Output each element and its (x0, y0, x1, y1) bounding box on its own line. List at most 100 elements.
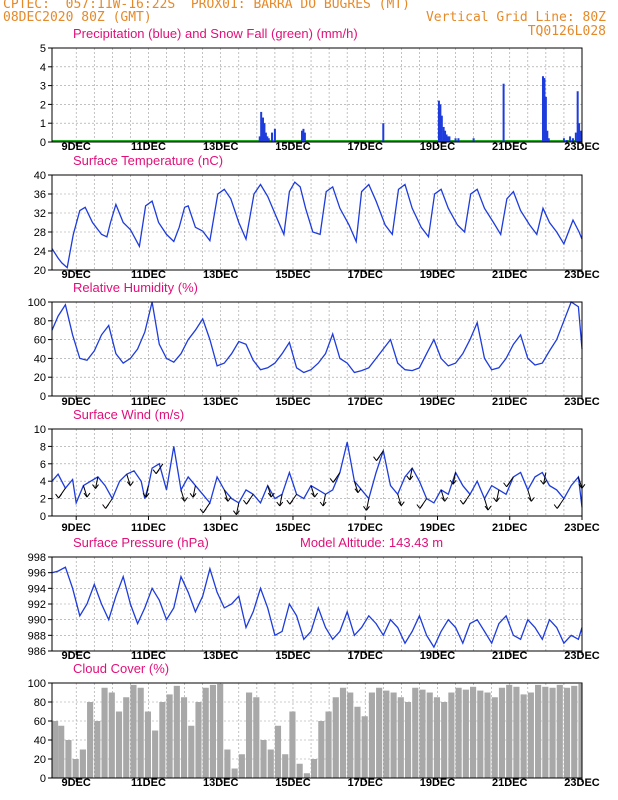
cloud-bar (274, 725, 282, 778)
panel-title: Surface Pressure (hPa) (73, 535, 209, 550)
cloud-bar (195, 702, 202, 778)
wind-arrow-head (224, 497, 229, 502)
wind-arrow-head (286, 499, 291, 505)
x-tick-label: 21DEC (492, 269, 528, 281)
precip-bar (264, 132, 267, 142)
x-tick-label: 19DEC (420, 141, 456, 153)
wind-arrow (440, 489, 446, 502)
precip-bar (579, 130, 582, 142)
cloud-bar (571, 685, 578, 778)
cloud-bar (173, 685, 180, 778)
cloud-bar (65, 740, 72, 778)
panel-title: Surface Temperature (nC) (73, 153, 223, 168)
cloud-bar (260, 740, 267, 778)
wind-arrow-head (129, 481, 134, 487)
cloud-bar (231, 768, 238, 778)
plot-frame (51, 428, 583, 517)
wind-arrow (267, 485, 272, 498)
x-tick-label: 15DEC (275, 396, 311, 408)
y-tick-label: 20 (34, 372, 46, 384)
y-tick-label: 6 (40, 459, 46, 471)
wind-arrow-head (55, 493, 59, 499)
x-tick-label: 21DEC (492, 777, 528, 789)
y-tick-label: 998 (28, 552, 46, 564)
panel-3: 0 20 40 60 80 100 9DEC 11DEC 13DEC 15DEC 17DEC 19DE… (28, 280, 600, 408)
cloud-bar (383, 690, 390, 778)
wind-arrow-head (357, 488, 362, 493)
x-tick-label: 23DEC (564, 522, 600, 534)
cloud-bar (506, 684, 513, 778)
wind-arrow (95, 476, 99, 489)
y-tick-label: 4 (40, 62, 46, 74)
x-tick-label: 19DEC (420, 522, 456, 534)
y-tick-label: 100 (28, 678, 46, 690)
y-tick-label: 40 (34, 735, 46, 747)
cloud-bar (491, 697, 498, 778)
cloud-bar (556, 684, 563, 778)
wind-arrow-head (373, 456, 377, 461)
y-tick-label: 32 (34, 208, 46, 220)
x-tick-label: 23DEC (564, 269, 600, 281)
precip-bar (261, 117, 264, 142)
cloud-bar (253, 697, 260, 778)
cloud-bar (79, 749, 86, 778)
cloud-bar (209, 684, 217, 778)
x-tick-label: 15DEC (275, 650, 311, 662)
wind-arrow-head (270, 492, 275, 498)
precip-bar (541, 76, 544, 142)
x-tick-label: 9DEC (62, 396, 91, 408)
wind-arrow-head (227, 497, 232, 502)
cloud-bar (419, 689, 426, 778)
wind-arrow-head (366, 506, 370, 511)
precip-bar (437, 100, 440, 142)
cloud-bar (325, 711, 332, 778)
precip-bar (440, 115, 443, 142)
wind-arrow-head (142, 493, 147, 498)
x-tick-label: 23DEC (564, 777, 600, 789)
cloud-bar (390, 692, 397, 778)
wind-arrow-head (449, 479, 454, 485)
cloud-bar (513, 686, 520, 778)
x-tick-label: 11DEC (131, 141, 166, 153)
x-tick-label: 11DEC (131, 777, 166, 789)
header-location: CPTEC: 057:11W-16:22S PROX01: BARRA DO B… (3, 0, 410, 12)
cloud-bar (549, 687, 556, 778)
precip-bar (301, 130, 304, 142)
cloud-bar (339, 687, 347, 778)
wind-arrow (452, 472, 457, 485)
wind-arrow-head (419, 504, 424, 509)
precip-bar (562, 138, 565, 142)
x-tick-label: 17DEC (347, 396, 383, 408)
cloud-bar (354, 706, 361, 778)
y-tick-label: 40 (34, 353, 46, 365)
wind-arrow (527, 489, 532, 502)
wind-arrow (496, 489, 500, 502)
wind-arrow-head (416, 504, 421, 509)
cloud-bar (535, 684, 542, 778)
wind-arrow-head (329, 478, 334, 483)
x-tick-label: 13DEC (203, 396, 239, 408)
wind-arrow-head (181, 497, 185, 502)
wind-arrow (235, 502, 240, 515)
precip-bar (266, 136, 269, 142)
y-tick-label: 0 (40, 137, 46, 149)
wind-arrow-head (145, 493, 150, 498)
precip-bar (303, 132, 306, 142)
wind-arrow (180, 489, 186, 502)
x-tick-label: 9DEC (62, 522, 91, 534)
x-tick-label: 11DEC (131, 522, 166, 534)
precip-bar (472, 138, 475, 142)
y-tick-label: 2 (40, 99, 46, 111)
cloud-bar (563, 687, 571, 778)
cloud-bar (108, 692, 115, 778)
wind-arrow (223, 489, 229, 502)
precip-bar (544, 96, 547, 142)
precip-bar (258, 136, 261, 142)
precip-bar (565, 140, 568, 142)
cloud-bar (527, 692, 534, 778)
cloud-bar (202, 687, 209, 778)
wind-arrow-head (192, 493, 197, 498)
cloud-bar (470, 686, 477, 778)
y-tick-label: 80 (34, 697, 46, 709)
